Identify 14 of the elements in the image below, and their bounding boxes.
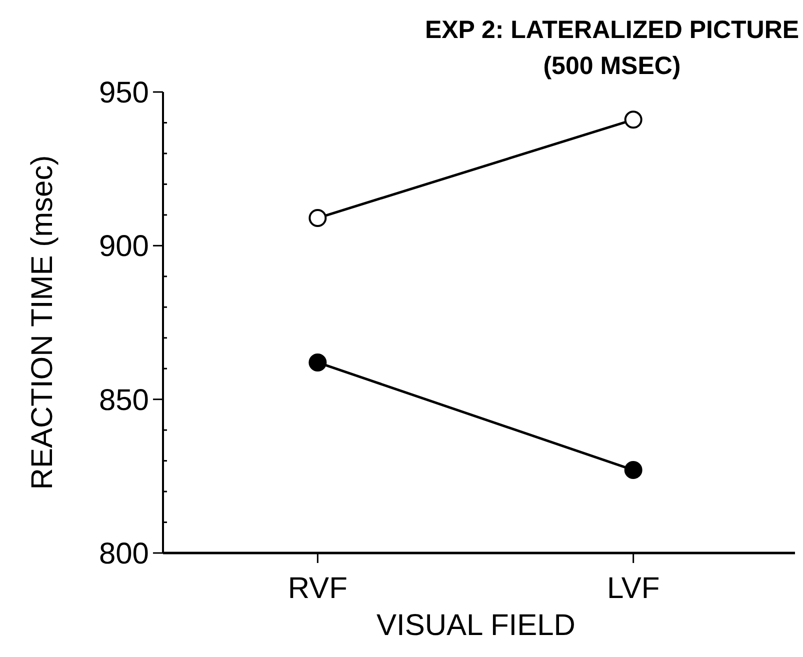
- y-tick-label: 950: [98, 76, 149, 110]
- chart-subtitle: (500 MSEC): [543, 52, 681, 80]
- x-axis-title: VISUAL FIELD: [376, 609, 576, 642]
- point: [624, 110, 642, 129]
- point: [308, 353, 327, 372]
- y-tick-label: 900: [98, 230, 149, 264]
- point: [624, 461, 642, 480]
- x-tick-label: LVF: [606, 572, 660, 605]
- y-axis-title: REACTION TIME (msec): [26, 155, 59, 490]
- x-tick-label: RVF: [288, 572, 348, 605]
- y-tick-label: 850: [98, 384, 149, 417]
- point: [308, 209, 327, 228]
- chart-title: EXP 2: LATERALIZED PICTURE: [424, 16, 800, 44]
- y-tick-label: 800: [98, 538, 149, 570]
